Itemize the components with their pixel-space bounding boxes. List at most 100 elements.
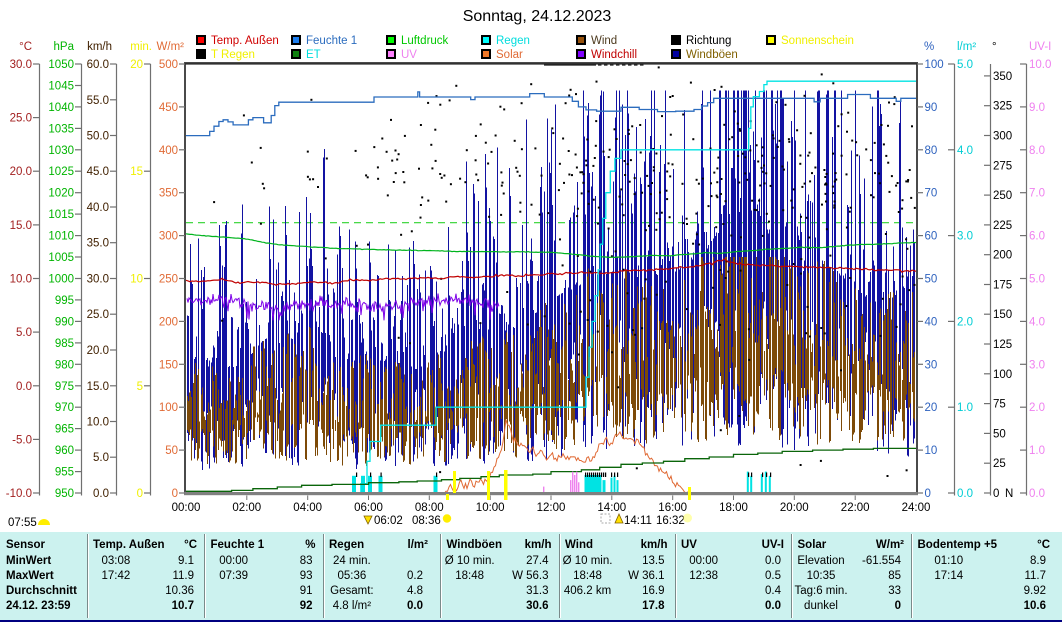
svg-text:1020: 1020 <box>48 188 74 200</box>
svg-text:10.0: 10.0 <box>1029 59 1051 71</box>
svg-text:965: 965 <box>55 424 74 436</box>
svg-text:22:00: 22:00 <box>841 502 870 514</box>
svg-text:14:00: 14:00 <box>597 502 626 514</box>
svg-text:1045: 1045 <box>48 81 74 93</box>
svg-text:350: 350 <box>159 188 178 200</box>
svg-text:45.0: 45.0 <box>87 166 109 178</box>
svg-text:1050: 1050 <box>48 59 74 71</box>
svg-text:06:02: 06:02 <box>374 515 403 527</box>
svg-text:2.0: 2.0 <box>1029 402 1045 414</box>
svg-text:995: 995 <box>55 295 74 307</box>
svg-text:°C: °C <box>19 41 32 53</box>
svg-text:15.0: 15.0 <box>10 220 32 232</box>
svg-text:1.0: 1.0 <box>957 402 973 414</box>
svg-text:40: 40 <box>925 316 938 328</box>
svg-text:5: 5 <box>137 381 143 393</box>
svg-text:1000: 1000 <box>48 274 74 286</box>
svg-text:1010: 1010 <box>48 231 74 243</box>
svg-text:100: 100 <box>159 402 178 414</box>
svg-text:150: 150 <box>159 359 178 371</box>
svg-text:990: 990 <box>55 316 74 328</box>
svg-text:16:32: 16:32 <box>656 515 685 527</box>
svg-text:20.0: 20.0 <box>10 166 32 178</box>
svg-text:20: 20 <box>130 59 143 71</box>
svg-text:980: 980 <box>55 359 74 371</box>
svg-text:125: 125 <box>993 339 1012 351</box>
svg-text:50.0: 50.0 <box>87 131 109 143</box>
svg-text:4.0: 4.0 <box>957 145 973 157</box>
svg-text:0: 0 <box>993 488 999 500</box>
svg-text:0.0: 0.0 <box>957 488 973 500</box>
svg-text:3.0: 3.0 <box>957 231 973 243</box>
svg-text:04:00: 04:00 <box>293 502 322 514</box>
svg-text:300: 300 <box>159 231 178 243</box>
svg-text:50: 50 <box>165 445 178 457</box>
svg-text:970: 970 <box>55 402 74 414</box>
svg-text:5.0: 5.0 <box>93 452 109 464</box>
svg-text:9.0: 9.0 <box>1029 102 1045 114</box>
svg-text:5.0: 5.0 <box>16 327 32 339</box>
svg-text:10: 10 <box>925 445 938 457</box>
svg-text:955: 955 <box>55 467 74 479</box>
svg-text:10:00: 10:00 <box>476 502 505 514</box>
svg-text:325: 325 <box>993 101 1012 113</box>
svg-text:25.0: 25.0 <box>87 309 109 321</box>
svg-text:1030: 1030 <box>48 145 74 157</box>
svg-text:1040: 1040 <box>48 102 74 114</box>
svg-text:15.0: 15.0 <box>87 381 109 393</box>
svg-text:°: ° <box>992 41 997 53</box>
svg-text:14:11: 14:11 <box>624 515 652 527</box>
svg-text:30: 30 <box>925 359 938 371</box>
svg-text:06:00: 06:00 <box>354 502 383 514</box>
svg-text:200: 200 <box>159 316 178 328</box>
svg-text:24:00: 24:00 <box>902 502 931 514</box>
svg-text:08:00: 08:00 <box>415 502 444 514</box>
svg-text:6.0: 6.0 <box>1029 231 1045 243</box>
svg-text:1.0: 1.0 <box>1029 445 1045 457</box>
svg-text:0.0: 0.0 <box>1029 488 1045 500</box>
svg-text:0.0: 0.0 <box>93 488 109 500</box>
svg-text:35.0: 35.0 <box>87 238 109 250</box>
svg-text:16:00: 16:00 <box>658 502 687 514</box>
svg-text:985: 985 <box>55 338 74 350</box>
svg-text:55.0: 55.0 <box>87 95 109 107</box>
svg-text:10: 10 <box>130 274 143 286</box>
svg-text:1025: 1025 <box>48 166 74 178</box>
svg-text:30.0: 30.0 <box>87 274 109 286</box>
svg-text:100: 100 <box>993 369 1012 381</box>
svg-text:1035: 1035 <box>48 123 74 135</box>
svg-text:18:00: 18:00 <box>719 502 748 514</box>
svg-text:-5.0: -5.0 <box>12 434 32 446</box>
svg-text:5.0: 5.0 <box>1029 274 1045 286</box>
svg-text:02:00: 02:00 <box>232 502 261 514</box>
svg-text:25.0: 25.0 <box>10 113 32 125</box>
svg-text:450: 450 <box>159 102 178 114</box>
svg-text:960: 960 <box>55 445 74 457</box>
svg-text:60.0: 60.0 <box>87 59 109 71</box>
svg-text:200: 200 <box>993 250 1012 262</box>
svg-text:175: 175 <box>993 280 1012 292</box>
svg-text:km/h: km/h <box>87 41 112 53</box>
svg-text:25: 25 <box>993 458 1006 470</box>
svg-text:0: 0 <box>925 488 931 500</box>
svg-text:hPa: hPa <box>54 41 75 53</box>
svg-text:07:55: 07:55 <box>8 517 37 529</box>
svg-text:5.0: 5.0 <box>957 59 973 71</box>
svg-text:8.0: 8.0 <box>1029 145 1045 157</box>
svg-text:10.0: 10.0 <box>10 274 32 286</box>
svg-text:975: 975 <box>55 381 74 393</box>
svg-text:20:00: 20:00 <box>780 502 809 514</box>
svg-text:7.0: 7.0 <box>1029 188 1045 200</box>
svg-text:15: 15 <box>130 166 143 178</box>
svg-text:20: 20 <box>925 402 938 414</box>
svg-text:12:00: 12:00 <box>537 502 566 514</box>
svg-text:250: 250 <box>993 190 1012 202</box>
svg-text:UV-I: UV-I <box>1029 41 1051 53</box>
svg-text:-10.0: -10.0 <box>6 488 32 500</box>
svg-text:l/m²: l/m² <box>957 41 976 53</box>
svg-text:1015: 1015 <box>48 209 74 221</box>
svg-text:00:00: 00:00 <box>172 502 201 514</box>
svg-text:min.: min. <box>130 41 152 53</box>
svg-text:250: 250 <box>159 274 178 286</box>
svg-text:0: 0 <box>137 488 143 500</box>
